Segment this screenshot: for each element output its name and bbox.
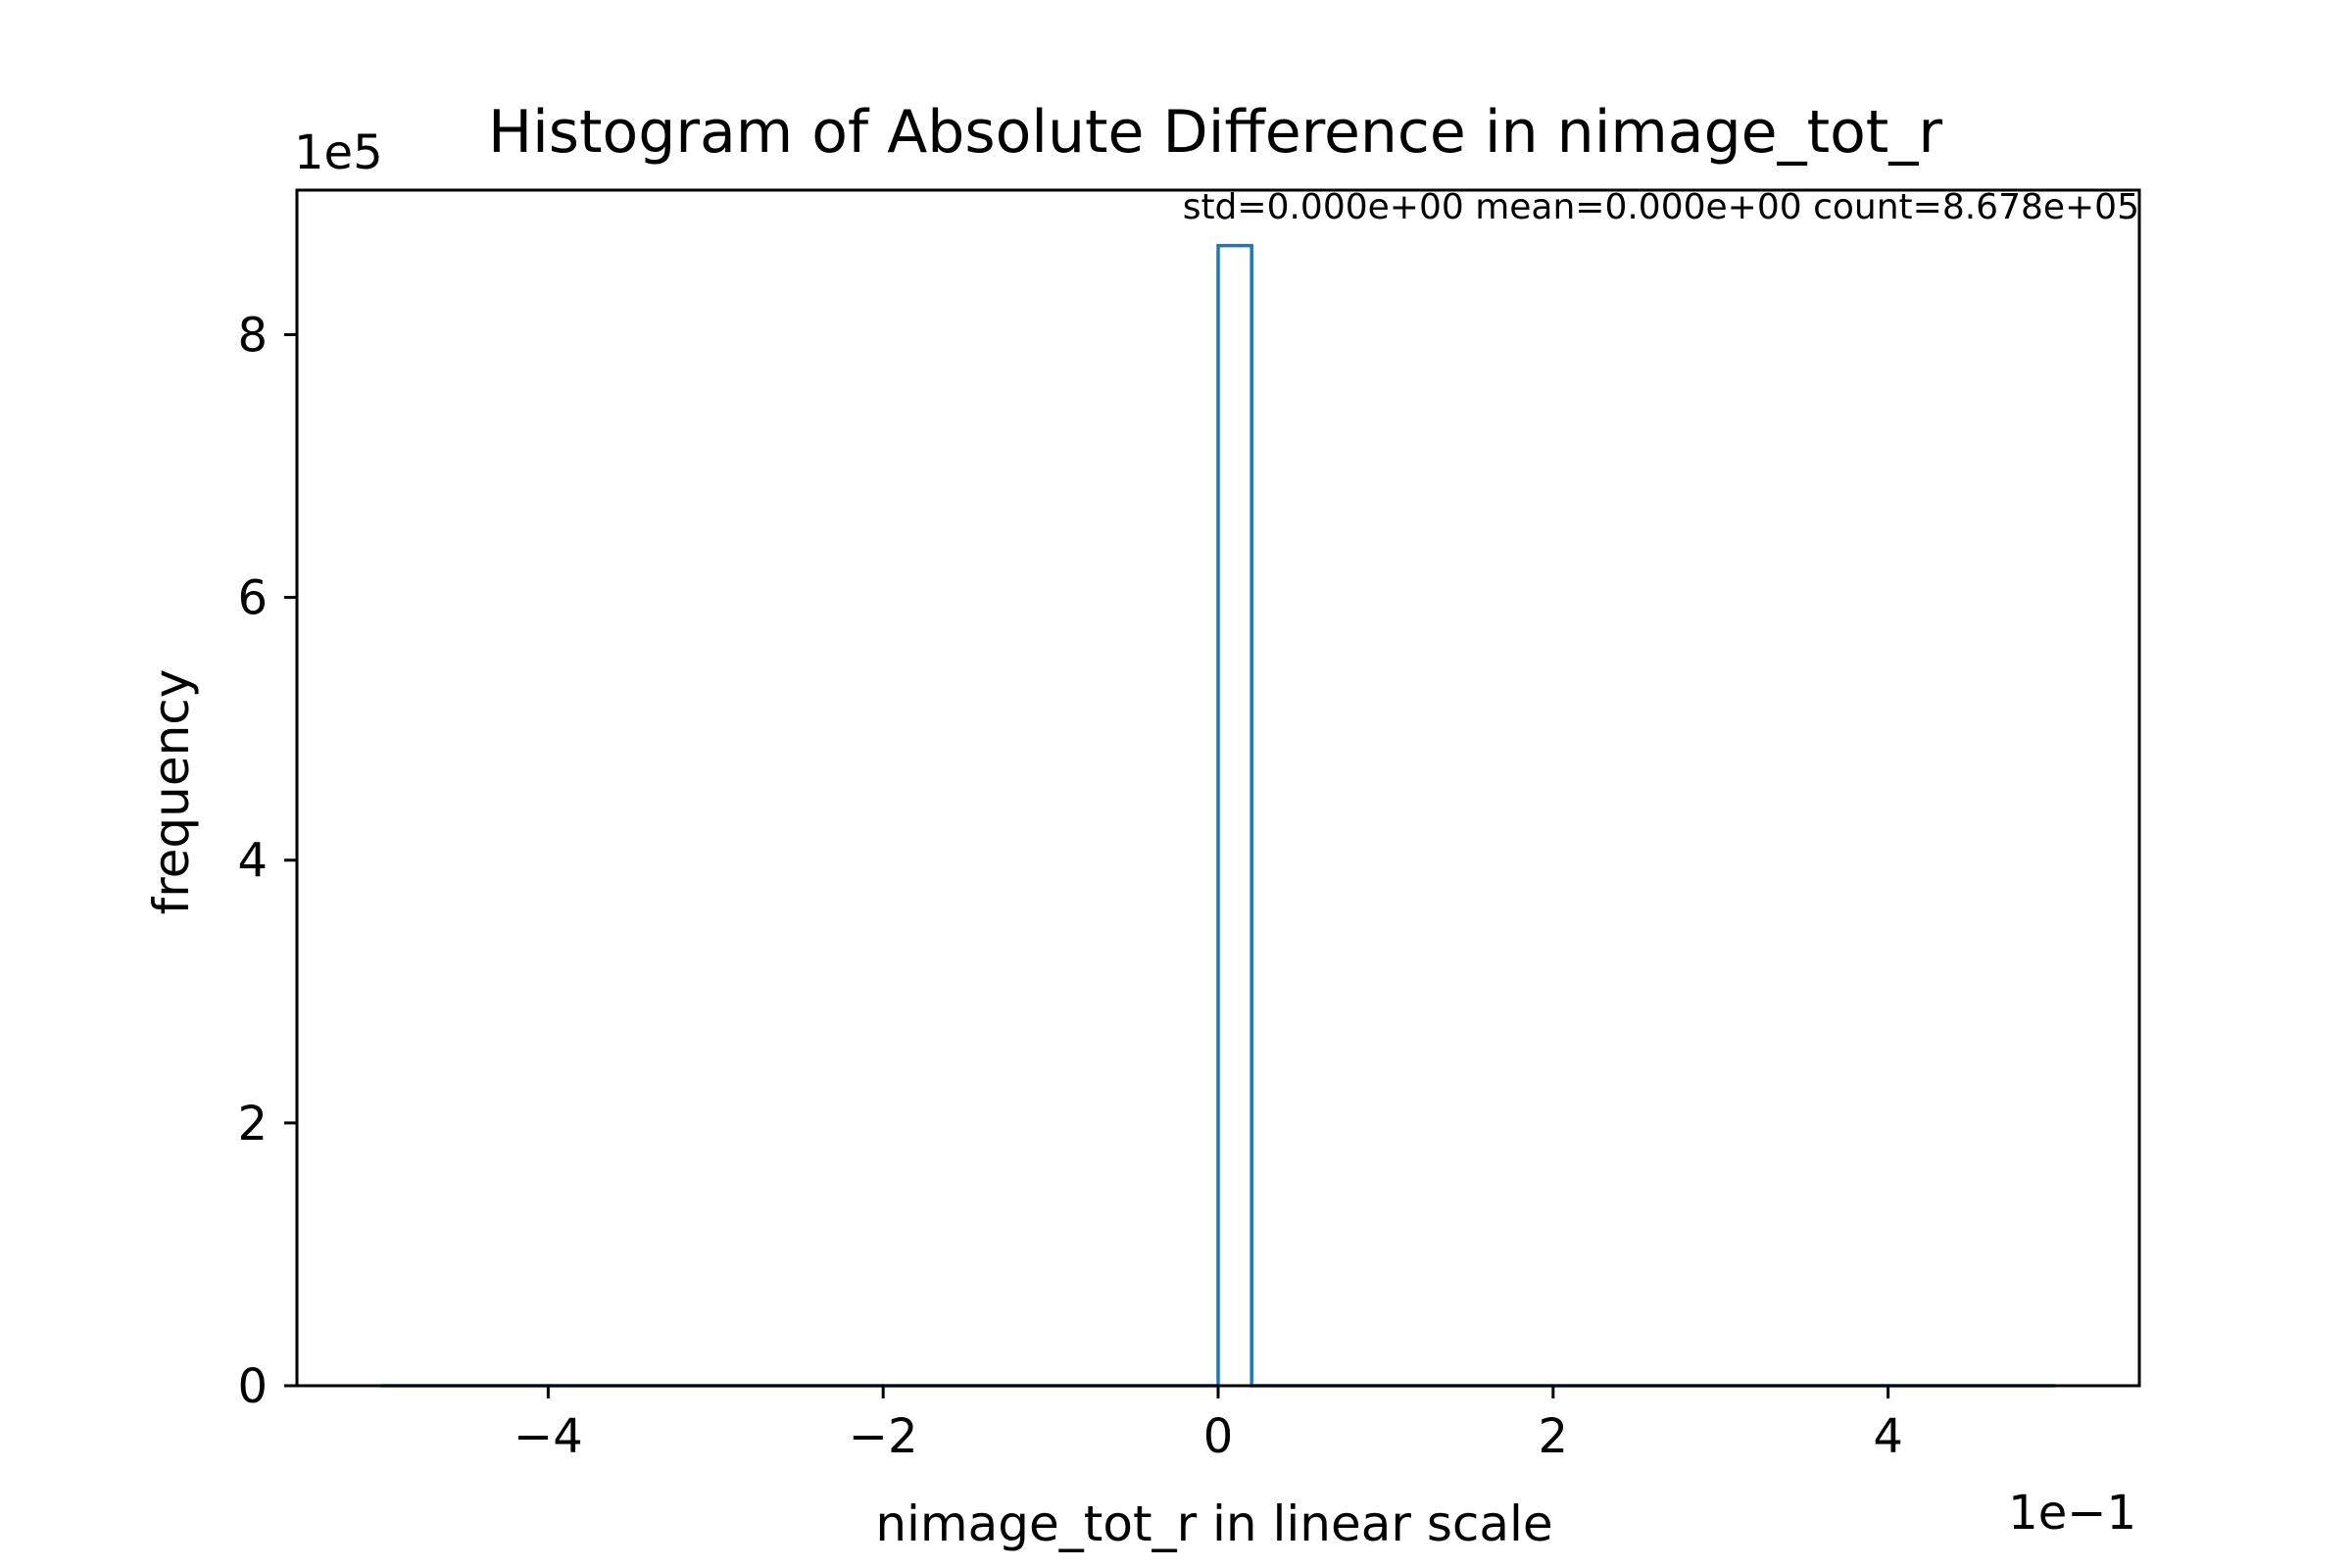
x-tick-label: −4 [514,1409,583,1464]
y-tick-label: 4 [237,834,268,889]
y-tick-label: 2 [237,1097,268,1152]
plot-frame [295,188,2141,1388]
x-tick-label: 2 [1539,1409,1569,1464]
x-tick-label: 0 [1203,1409,1234,1464]
y-axis-multiplier: 1e5 [294,125,383,180]
stats-annotation: std=0.000e+00 mean=0.000e+00 count=8.678… [1183,187,2139,227]
x-axis-label: nimage_tot_r in linear scale [875,1495,1552,1552]
y-tick-label: 8 [237,308,268,363]
y-tick-label: 6 [237,571,268,626]
chart-title: Histogram of Absolute Difference in nima… [488,98,1942,167]
y-axis-ticks: 0 2 4 6 8 [237,308,297,1414]
plot-area [380,243,2056,1388]
x-tick-label: −2 [849,1409,918,1464]
y-axis-label: frequency [143,669,200,915]
y-tick-label: 0 [237,1359,268,1414]
histogram-step-line [380,243,2056,1388]
x-axis-ticks: −4 −2 0 2 4 [514,1386,1903,1464]
x-tick-label: 4 [1873,1409,1903,1464]
x-axis-multiplier: 1e−1 [2008,1486,2136,1541]
